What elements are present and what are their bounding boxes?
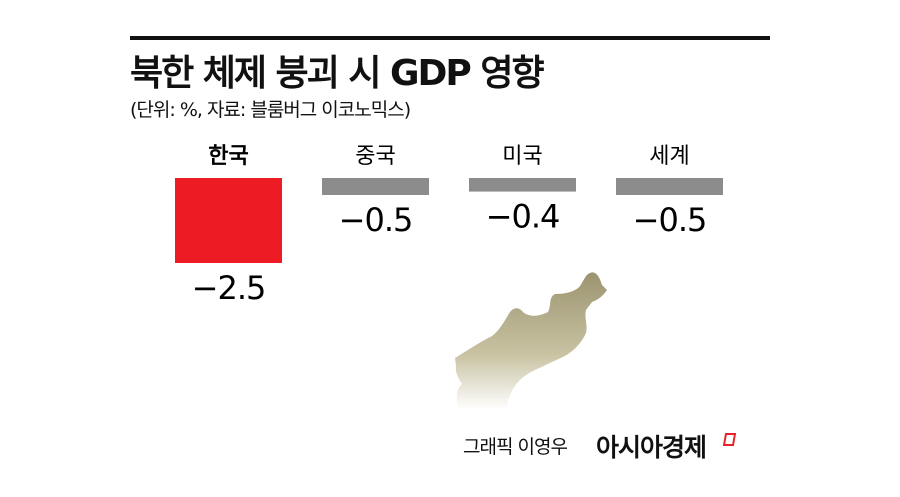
value-label: −0.5 [633,201,707,239]
value-label: −0.4 [486,198,560,236]
brand-logo: 아시아경제 [596,433,707,462]
category-label: 세계 [649,144,689,169]
category-label: 한국 [208,144,248,169]
value-label: −2.5 [192,269,266,307]
value-label: −0.5 [339,201,413,239]
top-rule [130,36,770,40]
bar [469,178,576,192]
bar [175,178,282,263]
north-korea-map [455,272,607,410]
chart-title: 북한 체제 붕괴 시 GDP 영향 [130,53,545,94]
category-label: 미국 [502,144,542,169]
chart-subtitle: (단위: %, 자료: 블룸버그 이코노믹스) [130,99,411,121]
graphic-credit: 그래픽 이영우 [463,436,568,458]
bar [322,178,429,195]
brand-mark-icon [722,433,737,446]
bar [616,178,723,195]
category-label: 중국 [355,144,395,169]
